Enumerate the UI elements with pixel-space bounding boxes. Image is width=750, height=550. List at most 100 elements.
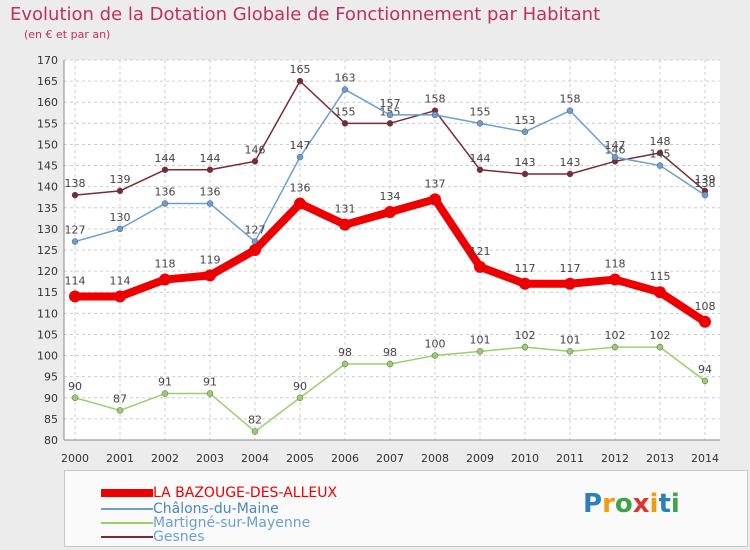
data-point: [249, 244, 261, 256]
data-label: 127: [245, 224, 266, 237]
data-label: 130: [110, 211, 131, 224]
legend-label: Gesnes: [153, 529, 205, 545]
data-point: [116, 187, 124, 195]
data-point: [384, 206, 396, 218]
data-label: 136: [200, 186, 221, 199]
data-point: [161, 166, 169, 174]
data-label: 146: [605, 143, 626, 156]
data-label: 134: [380, 190, 401, 203]
data-point: [386, 120, 394, 127]
y-tick-label: 80: [44, 434, 58, 447]
data-label: 139: [695, 173, 716, 186]
x-tick-label: 2006: [331, 452, 359, 465]
data-point: [296, 77, 304, 85]
data-label: 148: [650, 135, 671, 148]
data-label: 98: [383, 346, 397, 359]
data-label: 158: [560, 93, 581, 106]
x-tick-label: 2012: [601, 452, 629, 465]
data-point: [701, 377, 709, 385]
legend: LA BAZOUGE-DES-ALLEUX Châlons-du-Maine M…: [64, 470, 748, 547]
y-tick-label: 150: [37, 138, 58, 151]
data-label: 87: [113, 392, 127, 405]
y-tick-label: 90: [44, 392, 58, 405]
data-point: [71, 191, 79, 199]
data-label: 114: [65, 274, 86, 287]
data-point: [431, 111, 439, 119]
x-tick-label: 2010: [511, 452, 539, 465]
legend-swatch: [101, 522, 153, 524]
data-label: 117: [515, 262, 536, 275]
data-point: [116, 407, 124, 414]
data-label: 118: [155, 258, 176, 271]
data-point: [251, 428, 259, 435]
y-tick-label: 155: [37, 117, 58, 130]
x-tick-label: 2001: [106, 452, 134, 465]
y-tick-label: 145: [37, 160, 58, 173]
data-label: 131: [335, 203, 356, 216]
data-point: [656, 162, 664, 169]
data-label: 102: [605, 329, 626, 342]
x-tick-label: 2014: [691, 452, 719, 465]
x-tick-label: 2009: [466, 452, 494, 465]
data-point: [341, 360, 349, 368]
x-tick-label: 2004: [241, 452, 269, 465]
data-point: [521, 170, 529, 178]
data-label: 153: [515, 114, 536, 127]
data-point: [294, 197, 306, 210]
y-tick-label: 120: [37, 265, 58, 278]
data-point: [71, 394, 79, 402]
y-tick-label: 130: [37, 223, 58, 236]
data-point: [521, 128, 529, 136]
data-label: 101: [560, 333, 581, 346]
data-point: [296, 153, 304, 161]
proxiti-logo: Proxiti: [583, 489, 680, 519]
x-tick-label: 2000: [61, 452, 89, 465]
y-tick-label: 115: [37, 286, 58, 299]
data-label: 136: [290, 182, 311, 195]
data-label: 138: [695, 177, 716, 190]
legend-label: Martigné-sur-Mayenne: [153, 515, 311, 531]
legend-swatch: [101, 536, 153, 538]
data-label: 147: [605, 139, 626, 152]
data-label: 165: [290, 63, 311, 76]
data-point: [206, 200, 214, 207]
y-tick-label: 170: [37, 54, 58, 67]
data-label: 114: [110, 274, 131, 287]
data-point: [566, 107, 574, 114]
data-point: [701, 191, 709, 199]
data-point: [386, 111, 394, 119]
data-label: 118: [605, 258, 626, 271]
data-label: 143: [515, 156, 536, 169]
data-label: 155: [470, 105, 491, 118]
y-tick-label: 95: [44, 371, 58, 384]
y-tick-label: 165: [37, 75, 58, 88]
data-label: 102: [515, 329, 536, 342]
legend-swatch: [101, 508, 153, 510]
data-point: [476, 348, 484, 355]
data-label: 146: [245, 143, 266, 156]
data-point: [341, 86, 349, 93]
data-point: [161, 200, 169, 207]
data-point: [566, 170, 574, 178]
data-label: 127: [65, 224, 86, 237]
data-label: 115: [650, 270, 671, 283]
data-point: [296, 394, 304, 402]
data-label: 91: [158, 376, 172, 389]
data-point: [204, 269, 216, 282]
y-tick-label: 125: [37, 244, 58, 257]
data-label: 158: [425, 93, 446, 106]
data-point: [656, 343, 664, 351]
data-point: [611, 153, 619, 161]
data-label: 108: [695, 300, 716, 313]
y-tick-label: 110: [37, 307, 58, 320]
legend-label: LA BAZOUGE-DES-ALLEUX: [153, 485, 338, 501]
data-point: [386, 360, 394, 368]
data-label: 91: [203, 376, 217, 389]
data-point: [611, 343, 619, 351]
data-label: 137: [425, 177, 446, 190]
data-point: [521, 343, 529, 351]
data-label: 145: [650, 148, 671, 161]
data-label: 155: [335, 105, 356, 118]
data-point: [474, 260, 486, 273]
data-label: 100: [425, 338, 446, 351]
